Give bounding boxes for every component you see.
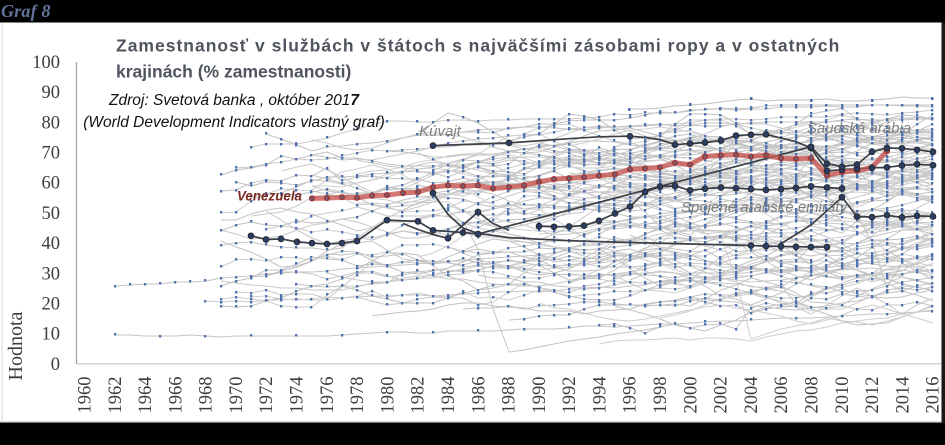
svg-text:2008: 2008	[803, 377, 823, 414]
svg-text:30: 30	[42, 264, 61, 284]
svg-text:Kúvajt: Kúvajt	[419, 123, 462, 140]
svg-text:1988: 1988	[500, 377, 520, 414]
svg-text:Spojené arabské emiráty: Spojené arabské emiráty	[681, 199, 848, 216]
svg-text:1970: 1970	[227, 377, 247, 414]
svg-text:2012: 2012	[863, 377, 883, 414]
svg-text:1962: 1962	[106, 377, 126, 414]
svg-text:1960: 1960	[76, 377, 96, 414]
svg-text:1998: 1998	[651, 377, 671, 414]
svg-text:1978: 1978	[348, 377, 368, 414]
svg-text:1976: 1976	[318, 377, 338, 414]
svg-text:2004: 2004	[742, 377, 762, 414]
svg-text:2002: 2002	[712, 377, 732, 414]
svg-text:40: 40	[42, 234, 61, 254]
svg-text:1986: 1986	[469, 377, 489, 414]
svg-text:2010: 2010	[833, 377, 853, 414]
svg-text:0: 0	[51, 355, 60, 375]
svg-text:krajinách (% zamestnanosti): krajinách (% zamestnanosti)	[116, 62, 351, 82]
svg-text:80: 80	[42, 113, 61, 133]
svg-text:2016: 2016	[924, 377, 944, 414]
svg-text:Saudská arábia: Saudská arábia	[807, 120, 911, 137]
svg-text:2014: 2014	[893, 377, 913, 414]
svg-text:90: 90	[42, 83, 61, 103]
svg-text:1982: 1982	[409, 377, 429, 414]
svg-text:2006: 2006	[772, 377, 792, 414]
svg-text:1984: 1984	[439, 377, 459, 414]
svg-text:1990: 1990	[530, 377, 550, 414]
svg-text:60: 60	[42, 174, 61, 194]
svg-text:10: 10	[42, 325, 61, 345]
svg-text:(World Development Indicators: (World Development Indicators vlastný gr…	[83, 114, 385, 131]
svg-text:1992: 1992	[560, 377, 580, 414]
svg-text:Venezuela: Venezuela	[237, 189, 303, 204]
svg-text:100: 100	[32, 53, 60, 73]
svg-text:Hodnota: Hodnota	[5, 311, 27, 380]
svg-text:1996: 1996	[621, 377, 641, 414]
svg-text:1994: 1994	[590, 377, 610, 414]
svg-text:2000: 2000	[681, 377, 701, 414]
svg-text:50: 50	[42, 204, 61, 224]
svg-text:1980: 1980	[378, 377, 398, 414]
svg-text:Zdroj: Svetová banka , október: Zdroj: Svetová banka , október 2017	[108, 92, 360, 109]
svg-text:1964: 1964	[136, 377, 156, 414]
svg-text:20: 20	[42, 294, 61, 314]
svg-text:Zamestnanosť v službách v štát: Zamestnanosť v službách v štátoch s najv…	[116, 36, 840, 56]
svg-text:Graf 8: Graf 8	[1, 1, 51, 21]
svg-text:70: 70	[42, 144, 61, 164]
svg-text:1974: 1974	[288, 377, 308, 414]
svg-text:1966: 1966	[166, 377, 186, 414]
svg-text:1972: 1972	[257, 377, 277, 414]
svg-text:1968: 1968	[197, 377, 217, 414]
